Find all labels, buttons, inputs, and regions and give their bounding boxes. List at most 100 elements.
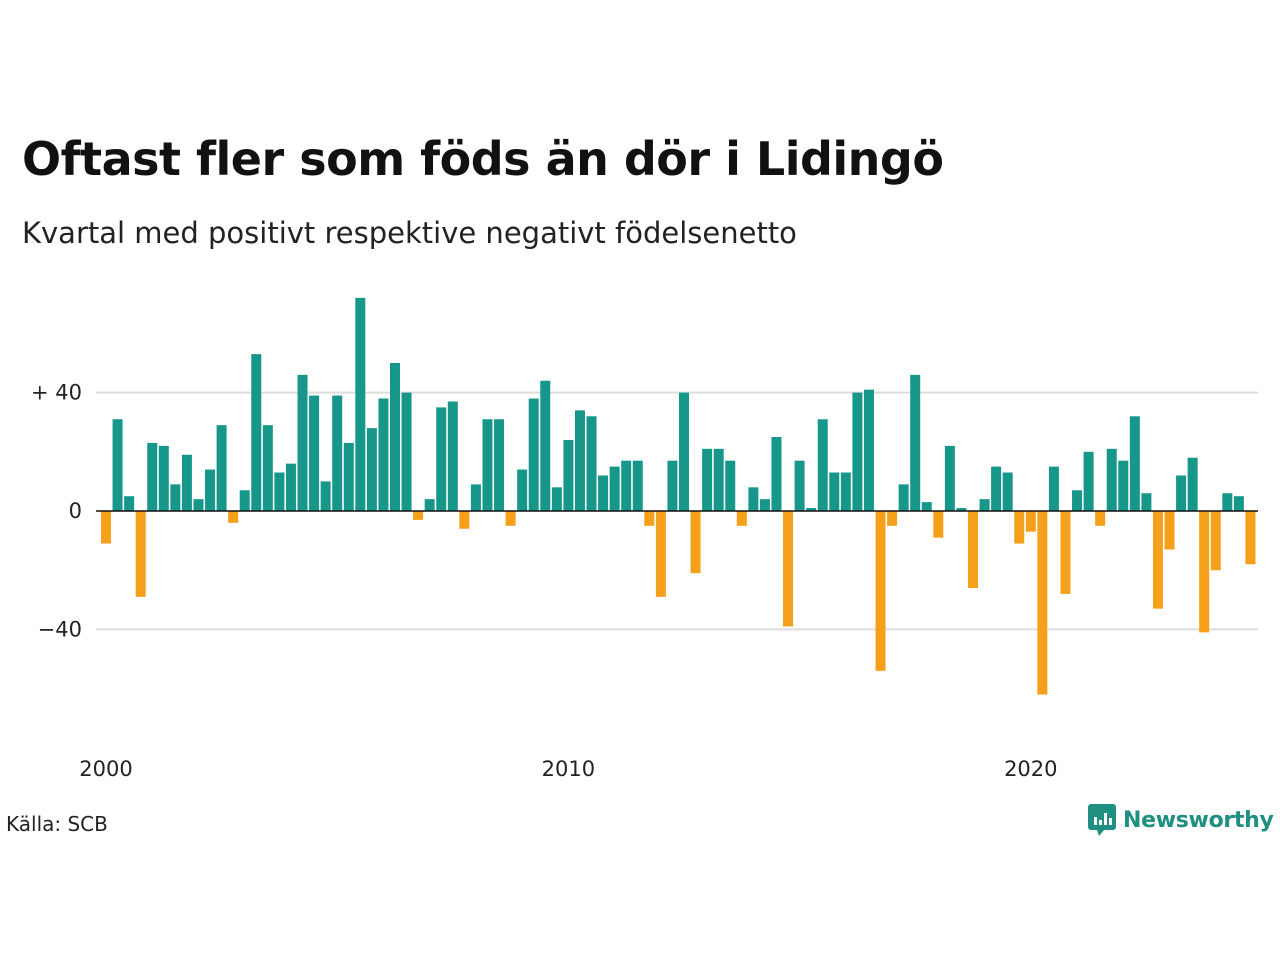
- y-tick-label: + 40: [31, 381, 82, 405]
- bar-negative: [1210, 511, 1221, 571]
- bar-positive: [1118, 460, 1129, 511]
- bar-positive: [262, 425, 273, 511]
- bar-positive: [124, 496, 135, 511]
- bar-negative: [933, 511, 944, 538]
- x-axis-ticks: 2000 2010 2020: [79, 757, 1057, 781]
- bar-positive: [574, 410, 585, 511]
- chart-title: Oftast fler som föds än dör i Lidingö: [22, 132, 944, 186]
- x-tick-label: 2000: [79, 757, 132, 781]
- bar-positive: [528, 398, 539, 511]
- gridlines: [96, 391, 1258, 631]
- bar-positive: [840, 472, 851, 511]
- bar-positive: [944, 445, 955, 511]
- bar-positive: [309, 395, 320, 511]
- bar-negative: [459, 511, 470, 529]
- bar-positive: [921, 502, 932, 511]
- bar-positive: [355, 297, 366, 511]
- bar-positive: [1129, 416, 1140, 511]
- bar-negative: [783, 511, 794, 627]
- bar-positive: [470, 484, 481, 511]
- bar-positive: [251, 354, 262, 511]
- bar-negative: [887, 511, 898, 526]
- newsworthy-logo-icon: [1088, 804, 1116, 836]
- bar-positive: [332, 395, 343, 511]
- bar-positive: [517, 469, 528, 511]
- bar-negative: [1095, 511, 1106, 526]
- bars: [101, 297, 1256, 695]
- bar-positive: [806, 508, 817, 511]
- brand-logo[interactable]: Newsworthy: [1087, 803, 1274, 837]
- bar-positive: [863, 389, 874, 511]
- bar-positive: [1222, 493, 1233, 511]
- bar-negative: [968, 511, 978, 588]
- y-axis-ticks: + 40 0 −40: [31, 381, 82, 642]
- bar-positive: [205, 469, 216, 511]
- bar-positive: [424, 499, 435, 511]
- bar-positive: [910, 374, 921, 511]
- bar-positive: [193, 499, 204, 511]
- bar-positive: [274, 472, 285, 511]
- brand-name: Newsworthy: [1123, 807, 1274, 833]
- bar-positive: [679, 392, 689, 511]
- source-note: Källa: SCB: [6, 812, 108, 836]
- bar-positive: [1106, 448, 1117, 511]
- bar-positive: [852, 392, 863, 511]
- bar-positive: [401, 392, 412, 511]
- bar-positive: [609, 466, 620, 511]
- bar-negative: [875, 511, 886, 671]
- bar-negative: [1245, 511, 1256, 565]
- bar-positive: [1002, 472, 1013, 511]
- bar-positive: [285, 463, 296, 511]
- bar-positive: [632, 460, 643, 511]
- bar-negative: [655, 511, 666, 597]
- bar-positive: [1048, 466, 1059, 511]
- bar-negative: [1060, 511, 1071, 594]
- bar-negative: [644, 511, 655, 526]
- bar-positive: [366, 428, 377, 511]
- bar-positive: [621, 460, 632, 511]
- bar-negative: [1199, 511, 1210, 633]
- bar-positive: [713, 448, 724, 511]
- bar-positive: [436, 407, 447, 511]
- bar-negative: [1164, 511, 1175, 550]
- bar-positive: [725, 460, 736, 511]
- bar-negative: [1152, 511, 1163, 609]
- bar-positive: [170, 484, 181, 511]
- bar-positive: [771, 437, 782, 511]
- bar-positive: [1187, 457, 1198, 511]
- bar-positive: [181, 454, 192, 511]
- bar-positive: [482, 419, 493, 511]
- bar-positive: [297, 374, 308, 511]
- bar-positive: [343, 442, 354, 511]
- x-tick-label: 2010: [542, 757, 595, 781]
- bar-positive: [991, 466, 1002, 511]
- bar-positive: [1072, 490, 1083, 511]
- bar-positive: [598, 475, 609, 511]
- bar-positive: [494, 419, 505, 511]
- bar-negative: [690, 511, 701, 574]
- bar-negative: [101, 511, 111, 544]
- bar-positive: [1083, 451, 1094, 511]
- bar-positive: [378, 398, 389, 511]
- bar-positive: [759, 499, 770, 511]
- y-tick-label: −40: [38, 617, 82, 641]
- bar-positive: [979, 499, 990, 511]
- bar-positive: [829, 472, 840, 511]
- bar-positive: [112, 419, 123, 511]
- bar-negative: [505, 511, 516, 526]
- bar-positive: [1233, 496, 1244, 511]
- bar-positive: [320, 481, 331, 511]
- bar-positive: [447, 401, 458, 511]
- bar-positive: [956, 508, 967, 511]
- bar-positive: [817, 419, 828, 511]
- bar-positive: [158, 445, 169, 511]
- bar-negative: [413, 511, 424, 520]
- bar-negative: [228, 511, 239, 523]
- bar-positive: [1176, 475, 1187, 511]
- bar-positive: [551, 487, 562, 511]
- bar-positive: [702, 448, 713, 511]
- bar-positive: [147, 442, 158, 511]
- bar-positive: [216, 425, 227, 511]
- chart-subtitle: Kvartal med positivt respektive negativt…: [22, 216, 797, 250]
